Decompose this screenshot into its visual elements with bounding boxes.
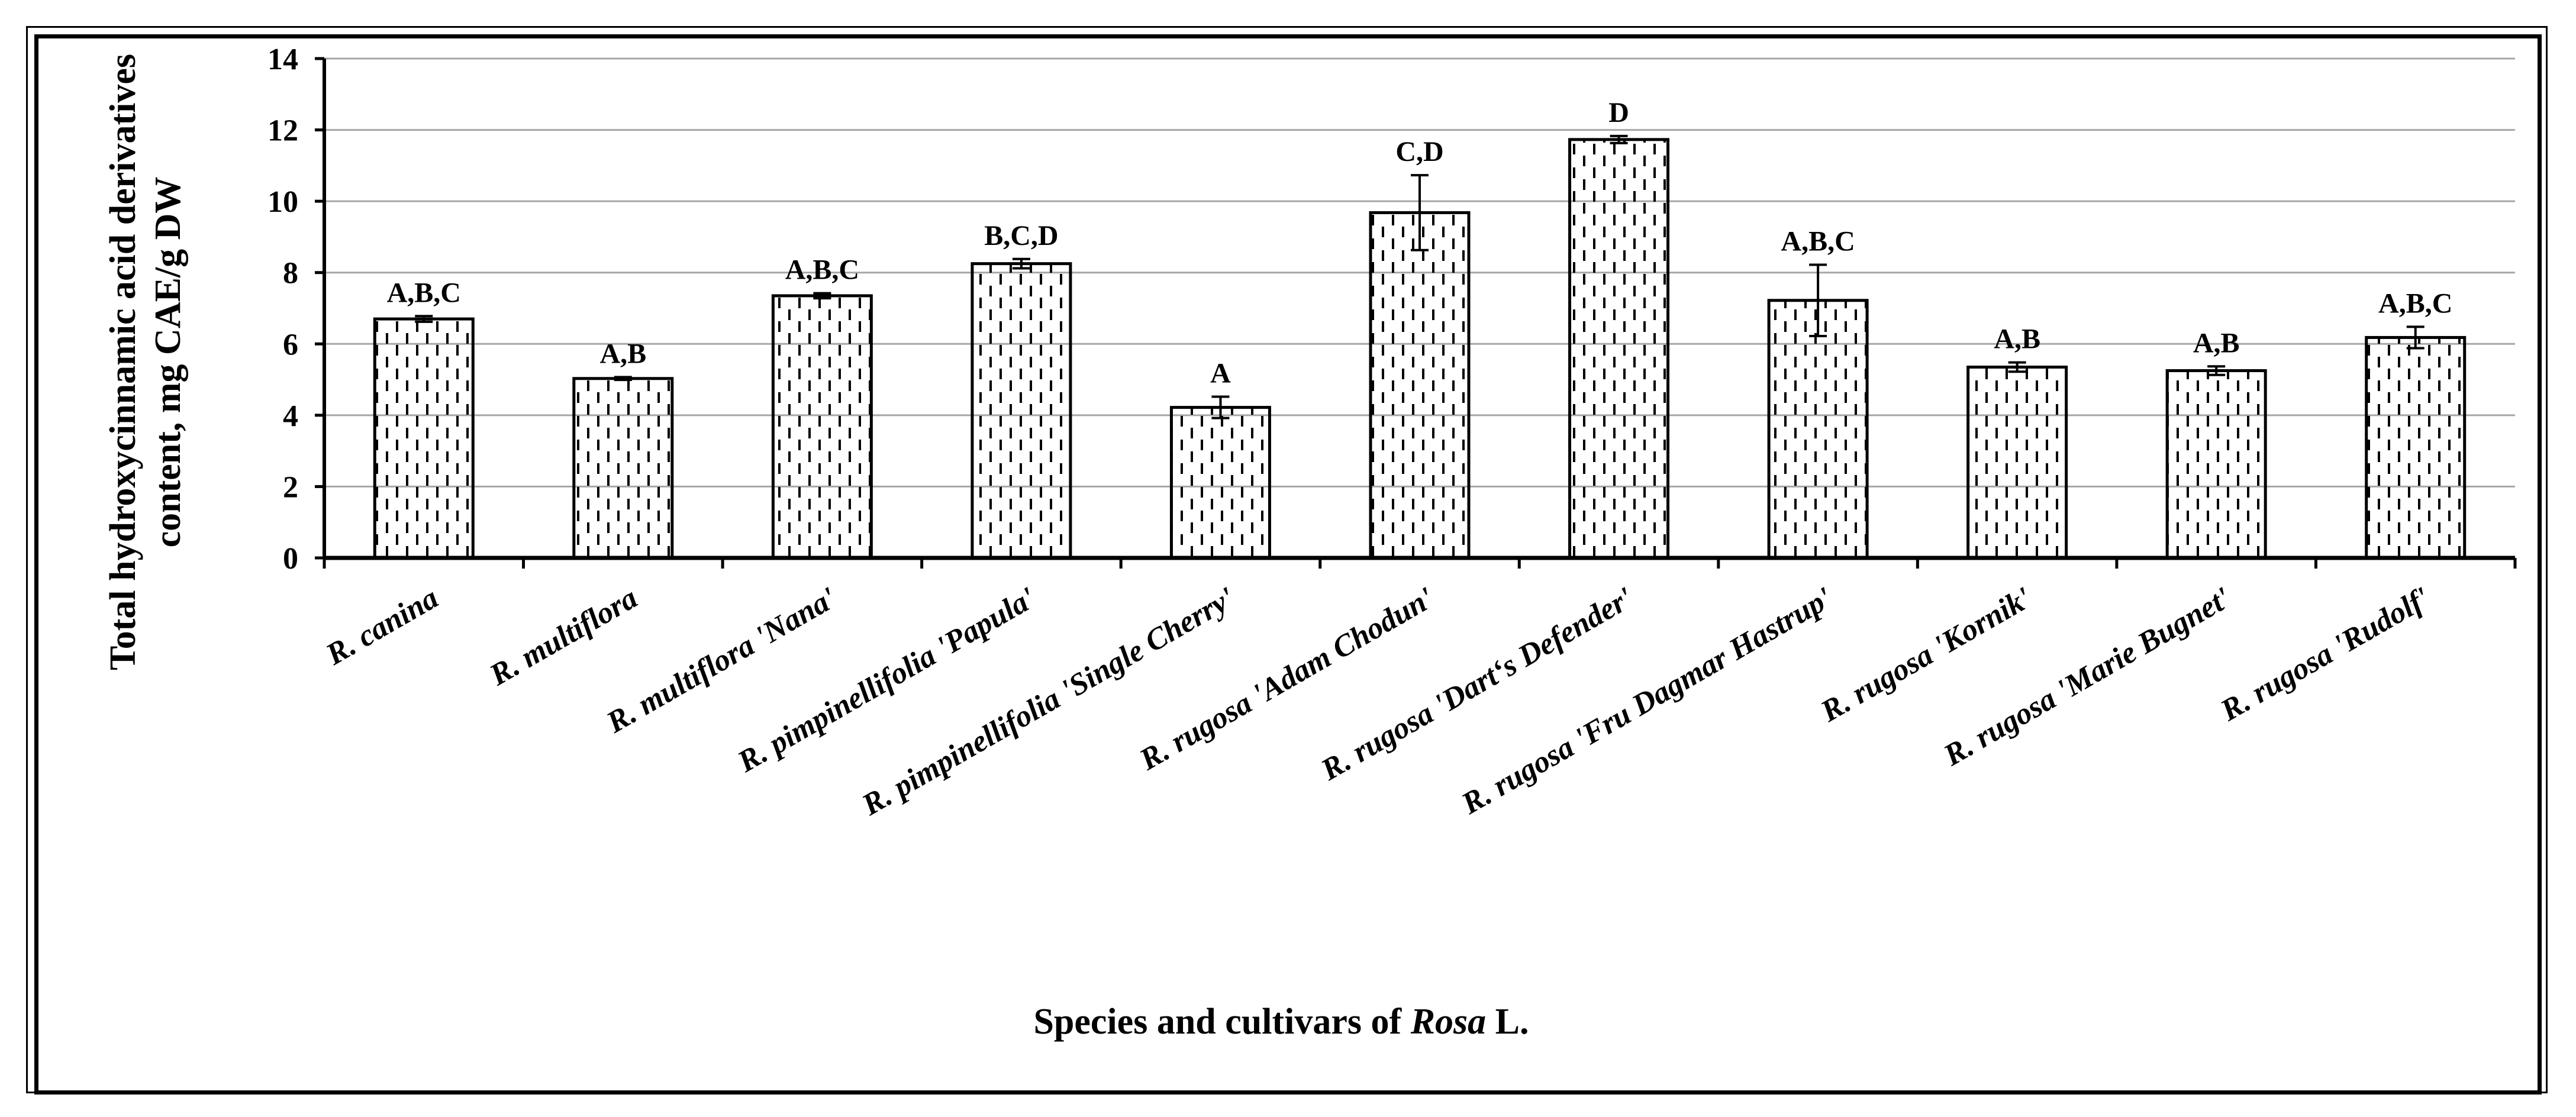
x-axis-title-genus: Rosa — [1410, 1002, 1486, 1042]
y-tick-label: 0 — [283, 542, 298, 576]
bar — [1169, 406, 1271, 560]
y-tick-label: 4 — [283, 399, 298, 433]
category-label: R. rugosa 'Rudolf' — [2214, 581, 2435, 728]
y-tick-label: 6 — [283, 328, 298, 361]
y-axis-title-line-1: Total hydroxycinnamic acid derivatives — [103, 54, 143, 670]
bar — [1966, 365, 2068, 560]
y-tick-label: 2 — [283, 470, 298, 504]
significance-label: A,B,C — [785, 254, 859, 286]
significance-label: A,B,C — [387, 277, 461, 308]
category-label: R. multiflora — [483, 581, 643, 693]
bar — [373, 317, 475, 560]
bars — [373, 134, 2467, 560]
y-tick-label: 14 — [267, 43, 298, 76]
y-tick-label: 10 — [267, 185, 298, 219]
y-axis-title-line-2: content, mg CAE/g DW — [148, 177, 188, 548]
bar — [1369, 211, 1471, 560]
bar — [771, 294, 873, 560]
significance-label: A,B — [2193, 327, 2240, 359]
x-axis-title-prefix: Species and cultivars of — [1033, 1002, 1410, 1042]
bar — [971, 262, 1072, 560]
y-tick-label: 12 — [267, 114, 298, 148]
category-label: R. rugosa 'Dart‘s Defender' — [1315, 581, 1639, 787]
axes — [315, 57, 2517, 569]
category-label: R. canina — [320, 581, 444, 672]
significance-label: D — [1608, 97, 1629, 128]
significance-label: B,C,D — [984, 220, 1058, 251]
bar — [2165, 369, 2267, 560]
category-label: R. pimpinellifolia 'Single Cherry' — [856, 581, 1241, 822]
chart-frame — [34, 34, 2542, 1095]
bar — [572, 377, 674, 560]
significance-label: A,B — [1994, 324, 2040, 355]
y-tick-label: 8 — [283, 257, 298, 290]
significance-label: A,B,C — [1781, 225, 1855, 257]
significance-label: A — [1210, 358, 1231, 389]
category-label: R. rugosa 'Fru Dagmar Hastrup' — [1456, 581, 1838, 821]
bar — [2365, 335, 2467, 560]
significance-label: C,D — [1395, 136, 1443, 167]
x-axis-title-suffix: L. — [1486, 1002, 1529, 1042]
bar — [1767, 299, 1869, 560]
bar — [1568, 138, 1670, 560]
significance-label: A,B — [599, 338, 646, 369]
significance-label: A,B,C — [2378, 288, 2452, 319]
y-axis-title: Total hydroxycinnamic acid derivatives c… — [103, 54, 188, 670]
x-axis-title: Species and cultivars of Rosa L. — [1033, 1002, 1529, 1042]
